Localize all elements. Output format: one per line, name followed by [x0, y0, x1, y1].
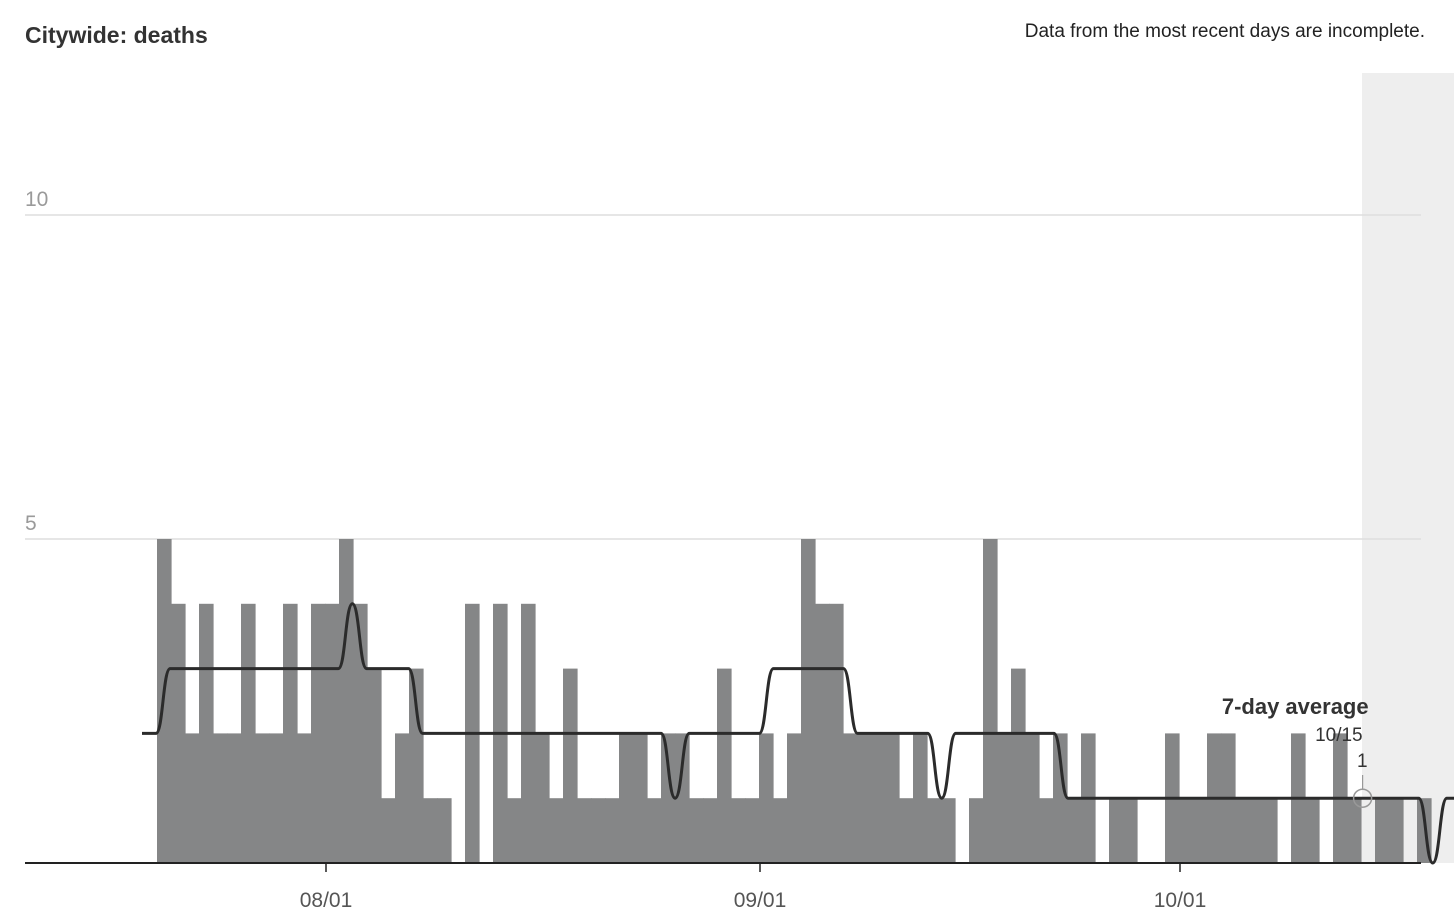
bar — [1263, 798, 1278, 863]
bar — [1067, 798, 1082, 863]
y-tick-label: 5 — [25, 512, 37, 535]
bar — [815, 603, 830, 863]
bar — [913, 733, 928, 863]
bar — [1039, 798, 1054, 863]
bar — [1179, 798, 1194, 863]
bar — [535, 733, 550, 863]
bar — [633, 733, 648, 863]
gridline-layer: 5 10 — [25, 188, 1421, 540]
bar — [325, 603, 340, 863]
bar — [367, 668, 382, 863]
bar — [675, 733, 690, 863]
x-tick-label: 09/01 — [734, 889, 787, 912]
bar — [1109, 798, 1124, 863]
bar — [269, 733, 284, 863]
bar — [983, 539, 998, 863]
bar — [185, 733, 200, 863]
bar — [801, 539, 816, 863]
bar — [969, 798, 984, 863]
bar — [857, 733, 872, 863]
x-tick-label: 08/01 — [300, 889, 353, 912]
bar — [1305, 798, 1320, 863]
incomplete-data-band-layer — [1362, 73, 1454, 863]
bar — [1389, 798, 1404, 863]
bar — [1193, 798, 1208, 863]
bar — [311, 603, 326, 863]
bar — [339, 539, 354, 863]
bar — [885, 733, 900, 863]
incomplete-data-note: Data from the most recent days are incom… — [1024, 21, 1425, 42]
bar — [563, 668, 578, 863]
bar — [773, 798, 788, 863]
annotation-value: 1 — [1357, 751, 1368, 772]
annotation-date: 10/15 — [1315, 725, 1363, 746]
bar — [661, 733, 676, 863]
annotation-layer: 7-day average 10/15 1 — [1222, 694, 1373, 808]
bar — [171, 603, 186, 863]
bar — [1123, 798, 1138, 863]
bar — [1025, 733, 1040, 863]
bar — [227, 733, 242, 863]
bar — [283, 603, 298, 863]
incomplete-data-band — [1362, 73, 1454, 863]
bar — [213, 733, 228, 863]
bar — [871, 733, 886, 863]
bar — [255, 733, 270, 863]
bar — [899, 798, 914, 863]
bar — [1011, 668, 1026, 863]
bar — [787, 733, 802, 863]
bar — [703, 798, 718, 863]
bar — [241, 603, 256, 863]
annotation-title: 7-day average — [1222, 694, 1369, 719]
bar — [927, 798, 942, 863]
bar — [199, 603, 214, 863]
bar — [423, 798, 438, 863]
bar — [1375, 798, 1390, 863]
bar — [1347, 798, 1362, 863]
bar — [843, 733, 858, 863]
chart-title: Citywide: deaths — [25, 22, 208, 48]
bar — [731, 798, 746, 863]
y-tick-label: 10 — [25, 188, 48, 211]
bar — [619, 733, 634, 863]
bar — [997, 733, 1012, 863]
bar — [689, 798, 704, 863]
bar — [409, 668, 424, 863]
bar — [605, 798, 620, 863]
average-line-layer — [141, 602, 1454, 865]
bar — [717, 668, 732, 863]
x-tick-label: 10/01 — [1154, 889, 1207, 912]
bar — [1249, 798, 1264, 863]
bar — [1053, 733, 1068, 863]
bar — [591, 798, 606, 863]
bar — [941, 798, 956, 863]
bar — [549, 798, 564, 863]
bar — [1235, 798, 1250, 863]
bar — [353, 603, 368, 863]
bar — [437, 798, 452, 863]
bar — [829, 603, 844, 863]
bar — [297, 733, 312, 863]
bar — [759, 733, 774, 863]
average-line — [141, 602, 1454, 865]
bar — [395, 733, 410, 863]
bar — [745, 798, 760, 863]
axis-layer: 08/01 09/01 10/01 — [25, 862, 1421, 912]
bar — [507, 798, 522, 863]
bar — [381, 798, 396, 863]
bar — [647, 798, 662, 863]
bar — [577, 798, 592, 863]
annotation-marker — [1352, 788, 1373, 808]
